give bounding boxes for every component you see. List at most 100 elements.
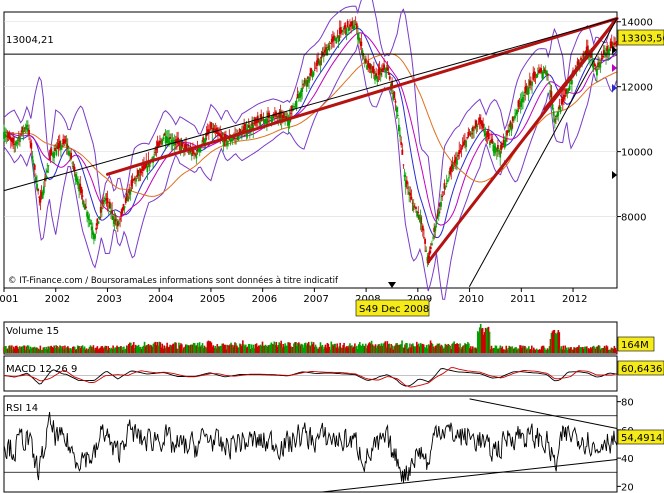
volume-bar — [250, 344, 253, 353]
candle-body — [495, 148, 498, 152]
candle-body — [448, 177, 450, 179]
volume-bar — [109, 349, 111, 353]
candle-body — [258, 119, 260, 122]
volume-bar — [284, 343, 286, 353]
candle-body — [429, 246, 432, 250]
candle-body — [297, 95, 300, 97]
candle-body — [423, 237, 425, 238]
candle-body — [306, 76, 309, 79]
volume-bar — [18, 346, 21, 353]
volume-bar — [455, 343, 457, 353]
volume-bar — [306, 343, 309, 353]
candle-body — [413, 206, 416, 208]
volume-bar — [254, 344, 257, 353]
candle-body — [567, 88, 570, 92]
candle-body — [227, 140, 230, 142]
rsi-series — [3, 411, 618, 483]
candle-body — [399, 134, 401, 137]
volume-bar — [286, 345, 288, 353]
volume-bar — [507, 347, 510, 353]
candle-body — [281, 115, 284, 118]
volume-bar — [347, 347, 349, 353]
candle-body — [124, 197, 127, 203]
volume-bar — [375, 347, 378, 353]
candle-body — [16, 139, 19, 141]
candle-body — [411, 202, 414, 204]
candle-body — [305, 80, 308, 87]
volume-bar — [585, 346, 587, 353]
candle-body — [128, 188, 131, 193]
volume-bar — [552, 330, 555, 353]
volume-bar — [290, 346, 292, 353]
volume-bar — [236, 345, 238, 353]
candle-body — [462, 141, 465, 146]
candle-body — [237, 134, 240, 141]
volume-bar — [514, 347, 516, 353]
volume-bar — [586, 346, 588, 353]
volume-bar — [123, 346, 125, 353]
candle-body — [581, 59, 584, 60]
candle-body — [563, 94, 565, 100]
candle-body — [259, 121, 261, 126]
candle-body — [383, 64, 386, 70]
volume-bar — [178, 342, 180, 353]
volume-bar — [185, 344, 187, 353]
candle-body — [507, 130, 510, 133]
candle-body — [239, 130, 242, 133]
volume-tag-text: 164M — [621, 340, 649, 351]
candle-body — [179, 145, 182, 151]
volume-bar — [474, 347, 477, 353]
volume-bar — [244, 344, 247, 353]
volume-bar — [249, 349, 252, 353]
candle-body — [382, 68, 384, 71]
candle-body — [220, 135, 223, 138]
volume-bar — [368, 342, 371, 353]
time-axis-label: 2003 — [96, 294, 121, 305]
volume-bar — [559, 348, 562, 353]
candle-body — [557, 111, 560, 116]
volume-bar — [101, 346, 104, 353]
volume-bar — [493, 347, 496, 353]
time-axis-label: 2011 — [510, 294, 535, 305]
volume-bar — [63, 349, 65, 353]
candle-body — [265, 118, 268, 125]
candle-body — [569, 82, 572, 84]
candle-body — [139, 169, 142, 174]
candle-body — [211, 130, 214, 133]
candle-body — [435, 220, 438, 225]
volume-bar — [327, 343, 330, 353]
volume-bar — [612, 348, 615, 353]
volume-bar — [322, 349, 325, 353]
volume-bar — [391, 345, 394, 353]
candle-body — [558, 105, 561, 110]
candle-body — [379, 72, 382, 76]
volume-bar — [172, 343, 174, 353]
volume-bar — [596, 346, 599, 353]
candle-body — [309, 73, 312, 76]
volume-bar — [588, 349, 591, 353]
candle-body — [267, 112, 269, 118]
candle-body — [476, 125, 479, 128]
candle-body — [465, 140, 467, 148]
volume-bar — [385, 347, 388, 353]
volume-bar — [66, 347, 68, 353]
rsi-label: RSI 14 — [6, 403, 38, 414]
volume-bar — [331, 344, 334, 353]
volume-bar — [98, 348, 101, 353]
volume-bar — [555, 334, 558, 353]
candle-body — [398, 124, 400, 132]
volume-bar — [587, 348, 589, 353]
candle-body — [498, 150, 500, 152]
volume-bar — [59, 345, 61, 353]
volume-bar — [186, 345, 189, 353]
volume-bar — [591, 346, 594, 353]
volume-bar — [315, 346, 318, 353]
volume-bar — [403, 347, 405, 353]
candle-body — [102, 199, 104, 205]
volume-bar — [564, 345, 567, 353]
candle-body — [198, 147, 201, 153]
candle-body — [329, 43, 332, 45]
candle-body — [112, 216, 115, 221]
volume-bar — [450, 349, 453, 353]
candle-body — [566, 91, 569, 95]
